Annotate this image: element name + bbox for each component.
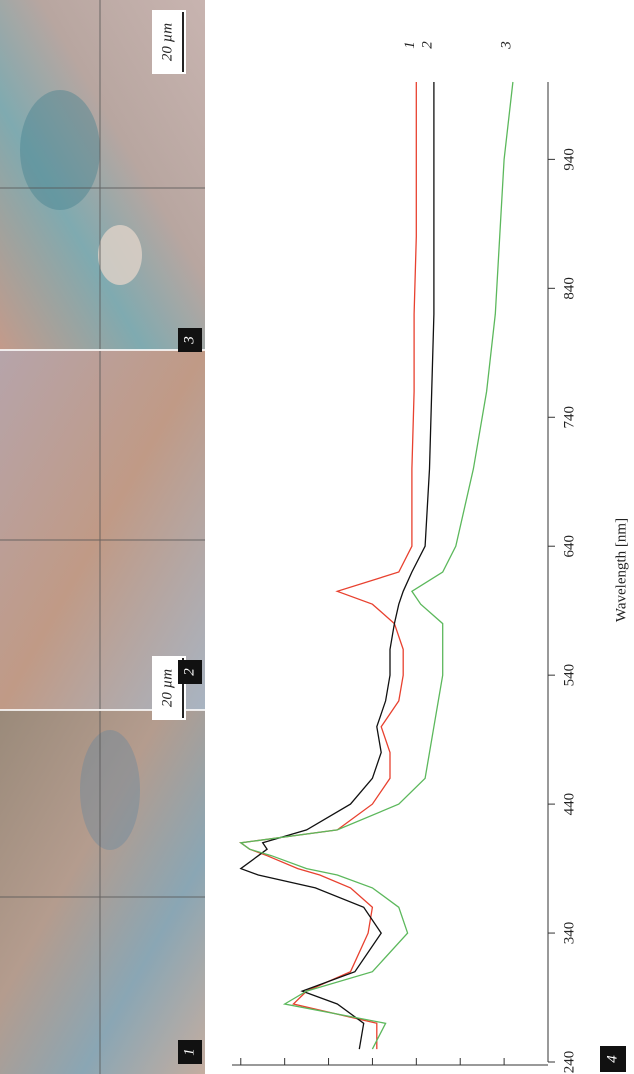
legend-label: 3	[498, 41, 514, 50]
chart-label: 4	[604, 1055, 620, 1063]
x-axis-title: Wavelength [nm]	[613, 518, 629, 622]
x-tick-label: 640	[561, 535, 577, 558]
scale-bar-box	[152, 10, 186, 74]
chart-label-box	[600, 1046, 626, 1072]
x-tick-label: 840	[561, 277, 577, 300]
legend-label: 2	[419, 41, 435, 49]
micrograph-2	[0, 350, 205, 710]
panel-label-box	[178, 328, 202, 352]
x-tick-label: 240	[561, 1051, 577, 1074]
x-tick-label: 440	[561, 793, 577, 816]
x-tick-label: 540	[561, 664, 577, 687]
scale-bar-label: 20 µm	[159, 669, 175, 707]
x-tick-label: 740	[561, 406, 577, 429]
panel-label: 1	[181, 1048, 197, 1056]
particle	[98, 225, 142, 285]
x-tick-label: 340	[561, 922, 577, 945]
series-line	[239, 81, 514, 1050]
blue-region	[80, 730, 140, 850]
legend-label: 1	[402, 41, 418, 49]
blue-region	[20, 90, 100, 210]
panel-label: 2	[181, 668, 197, 676]
crosshairs	[0, 0, 205, 1074]
panel-label: 3	[181, 336, 197, 345]
micrographs: 20 µm 20 µm 1 2 3	[0, 0, 205, 1074]
panel-label-box	[178, 660, 202, 684]
series-line	[239, 82, 435, 1050]
x-tick-label: 940	[561, 148, 577, 171]
scale-bar-label: 20 µm	[159, 23, 175, 61]
series-line	[239, 82, 417, 1050]
micrograph-1	[0, 710, 205, 1074]
panel-label-box	[178, 1040, 202, 1064]
